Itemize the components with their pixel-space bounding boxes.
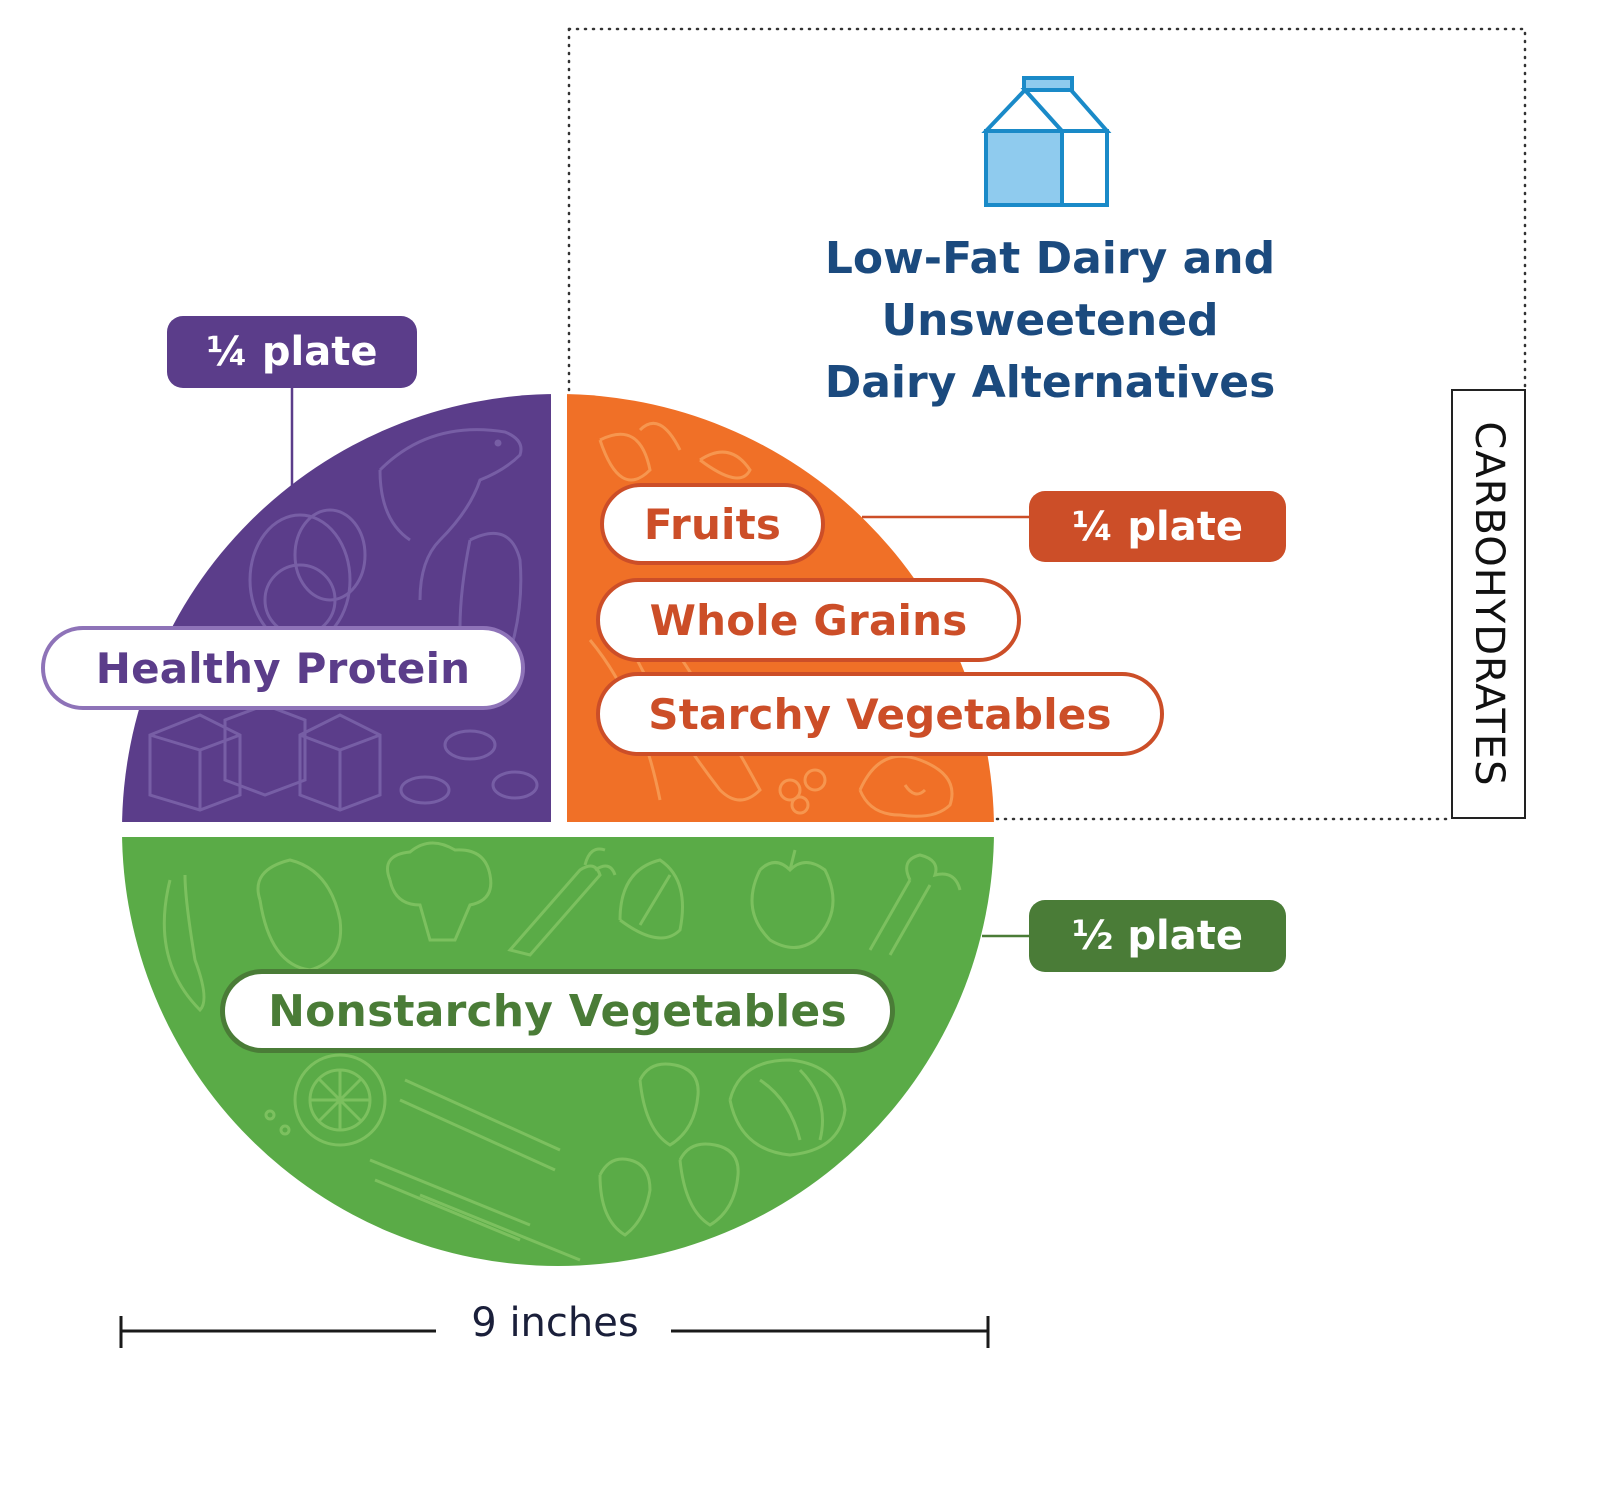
nonstarchy-vegetables-label: Nonstarchy Vegetables bbox=[220, 969, 895, 1053]
measurement-bar bbox=[119, 1316, 990, 1348]
dairy-title-line-2: Unsweetened bbox=[881, 295, 1219, 346]
whole-grains-label: Whole Grains bbox=[596, 578, 1021, 662]
nonstarchy-food-icons bbox=[162, 841, 962, 1262]
carbs-portion-text: ¼ plate bbox=[1072, 503, 1243, 550]
dairy-title: Low-Fat Dairy and Unsweetened Dairy Alte… bbox=[790, 228, 1310, 414]
protein-portion-text: ¼ plate bbox=[206, 329, 378, 375]
protein-portion-badge: ¼ plate bbox=[167, 316, 417, 388]
healthy-protein-label: Healthy Protein bbox=[41, 626, 525, 710]
carbohydrates-label: CARBOHYDRATES bbox=[1466, 421, 1512, 787]
fruits-label: Fruits bbox=[600, 483, 825, 565]
dairy-dotted-border bbox=[567, 27, 1527, 821]
nonstarchy-half bbox=[122, 837, 994, 1266]
whole-grains-text: Whole Grains bbox=[649, 595, 968, 645]
nonstarchy-vegetables-text: Nonstarchy Vegetables bbox=[268, 985, 847, 1037]
dairy-title-line-3: Dairy Alternatives bbox=[824, 357, 1276, 408]
carbohydrates-box: CARBOHYDRATES bbox=[1451, 389, 1526, 819]
starchy-vegetables-label: Starchy Vegetables bbox=[596, 672, 1164, 756]
milk-carton-icon bbox=[981, 76, 1112, 207]
dairy-title-line-1: Low-Fat Dairy and bbox=[824, 233, 1276, 284]
plate-diameter-label: 9 inches bbox=[471, 1300, 639, 1346]
healthy-protein-text: Healthy Protein bbox=[95, 643, 471, 693]
carbs-portion-badge: ¼ plate bbox=[1029, 491, 1286, 562]
starchy-vegetables-text: Starchy Vegetables bbox=[648, 689, 1112, 739]
nonstarchy-portion-text: ½ plate bbox=[1072, 913, 1243, 959]
fruits-text: Fruits bbox=[643, 499, 782, 549]
nonstarchy-portion-badge: ½ plate bbox=[1029, 900, 1286, 972]
